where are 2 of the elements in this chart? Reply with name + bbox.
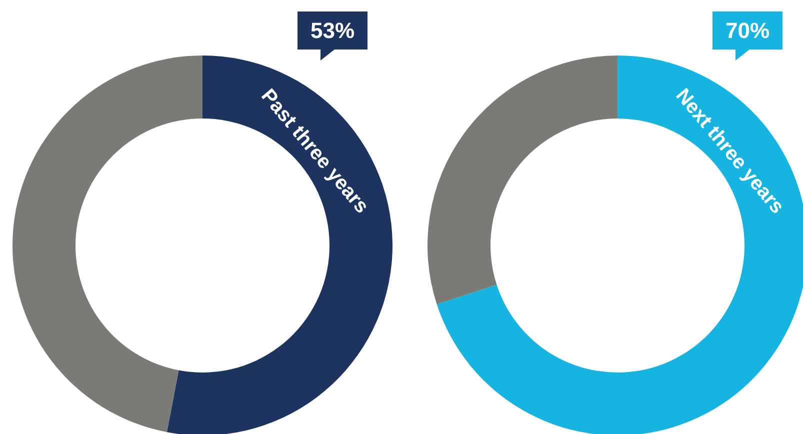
data-label: 53% <box>310 18 355 43</box>
data-label: 70% <box>725 18 770 43</box>
